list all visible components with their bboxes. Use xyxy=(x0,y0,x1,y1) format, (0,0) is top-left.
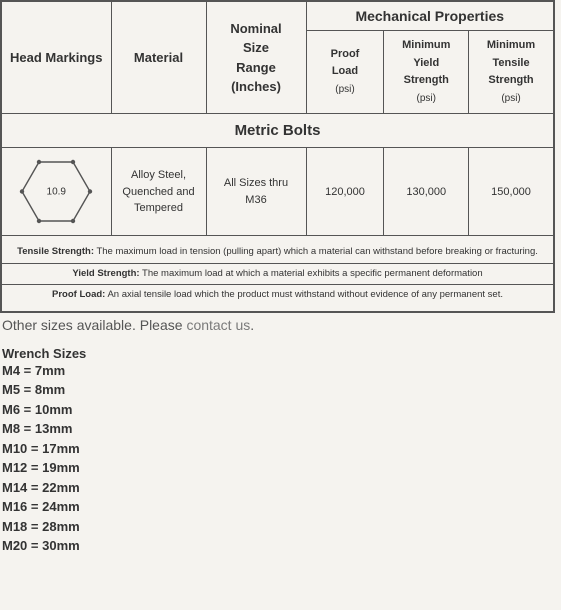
yield-l2: Yield xyxy=(413,57,439,69)
wrench-sizes-title: Wrench Sizes xyxy=(0,344,561,361)
wrench-size-item: M6 = 10mm xyxy=(2,400,559,420)
col-proof-load: Proof Load (psi) xyxy=(306,31,384,114)
wrench-size-item: M18 = 28mm xyxy=(2,517,559,537)
def-proof-label: Proof Load: xyxy=(52,289,105,300)
cell-head-marking: 10.9 xyxy=(1,148,111,236)
proof-l2: Load xyxy=(332,65,358,77)
cell-size-range: All Sizes thru M36 xyxy=(206,148,306,236)
def-tensile-label: Tensile Strength: xyxy=(17,246,94,257)
section-title: Metric Bolts xyxy=(1,114,554,148)
other-sizes-pre: Other sizes available. Please xyxy=(2,317,186,333)
wrench-size-item: M20 = 30mm xyxy=(2,536,559,556)
def-yield-label: Yield Strength: xyxy=(72,268,139,279)
col-material: Material xyxy=(111,1,206,114)
tensile-l1: Minimum xyxy=(487,39,535,51)
cell-material: Alloy Steel, Quenched and Tempered xyxy=(111,148,206,236)
definition-tensile: Tensile Strength: The maximum load in te… xyxy=(1,236,554,263)
cell-proof: 120,000 xyxy=(306,148,384,236)
definition-proof: Proof Load: An axial tensile load which … xyxy=(1,284,554,312)
def-yield-text: The maximum load at which a material exh… xyxy=(140,268,483,279)
wrench-size-item: M4 = 7mm xyxy=(2,361,559,381)
wrench-size-item: M8 = 13mm xyxy=(2,419,559,439)
hex-marking-label: 10.9 xyxy=(47,184,66,199)
nominal-l3: Range xyxy=(236,60,276,75)
proof-l1: Proof xyxy=(331,48,360,60)
section-title-row: Metric Bolts xyxy=(1,114,554,148)
header-row-1: Head Markings Material Nominal Size Rang… xyxy=(1,1,554,31)
col-mech-properties: Mechanical Properties xyxy=(306,1,554,31)
definition-yield: Yield Strength: The maximum load at whic… xyxy=(1,263,554,284)
col-yield-strength: Minimum Yield Strength (psi) xyxy=(384,31,469,114)
definition-tensile-row: Tensile Strength: The maximum load in te… xyxy=(1,236,554,263)
nominal-l1: Nominal xyxy=(230,21,281,36)
bolt-spec-table: Head Markings Material Nominal Size Rang… xyxy=(0,0,555,313)
yield-l3: Strength xyxy=(404,74,449,86)
wrench-size-item: M14 = 22mm xyxy=(2,478,559,498)
tensile-l2: Tensile xyxy=(492,57,529,69)
yield-l1: Minimum xyxy=(402,39,450,51)
wrench-size-item: M12 = 19mm xyxy=(2,458,559,478)
tensile-unit: (psi) xyxy=(501,93,520,104)
proof-unit: (psi) xyxy=(335,84,354,95)
col-head-markings: Head Markings xyxy=(1,1,111,114)
definition-yield-row: Yield Strength: The maximum load at whic… xyxy=(1,263,554,284)
cell-yield: 130,000 xyxy=(384,148,469,236)
nominal-l4: (Inches) xyxy=(231,79,281,94)
hex-bolt-icon: 10.9 xyxy=(16,154,96,229)
col-tensile-strength: Minimum Tensile Strength (psi) xyxy=(469,31,554,114)
definition-proof-row: Proof Load: An axial tensile load which … xyxy=(1,284,554,312)
yield-unit: (psi) xyxy=(417,93,436,104)
def-proof-text: An axial tensile load which the product … xyxy=(105,289,503,300)
other-sizes-post: . xyxy=(250,317,254,333)
wrench-sizes-list: M4 = 7mmM5 = 8mmM6 = 10mmM8 = 13mmM10 = … xyxy=(0,361,561,556)
wrench-size-item: M16 = 24mm xyxy=(2,497,559,517)
def-tensile-text: The maximum load in tension (pulling apa… xyxy=(94,246,538,257)
contact-us-link[interactable]: contact us xyxy=(186,317,250,333)
wrench-size-item: M5 = 8mm xyxy=(2,380,559,400)
col-nominal: Nominal Size Range (Inches) xyxy=(206,1,306,114)
tensile-l3: Strength xyxy=(488,74,533,86)
cell-tensile: 150,000 xyxy=(469,148,554,236)
nominal-l2: Size xyxy=(243,40,269,55)
wrench-size-item: M10 = 17mm xyxy=(2,439,559,459)
other-sizes-note: Other sizes available. Please contact us… xyxy=(0,313,561,344)
table-row: 10.9 Alloy Steel, Quenched and Tempered … xyxy=(1,148,554,236)
